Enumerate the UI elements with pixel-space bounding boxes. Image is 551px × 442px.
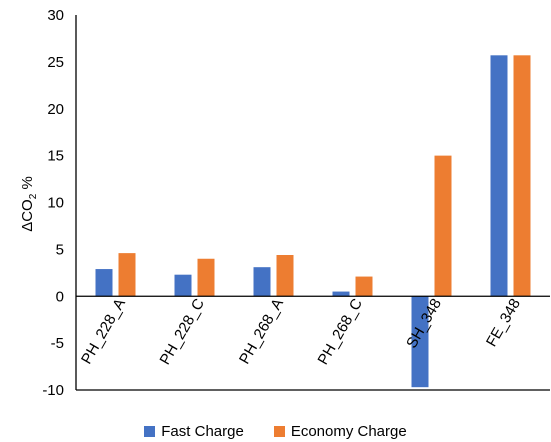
x-category-label: PH_268_A <box>236 296 287 367</box>
x-category-label: FE_348 <box>483 296 524 350</box>
bars <box>95 55 531 388</box>
bar-economy-charge-ph-228-c <box>197 258 215 297</box>
legend: Fast Charge Economy Charge <box>0 420 551 442</box>
legend-swatch-fast-charge <box>144 425 156 437</box>
bar-fast-charge-ph-268-a <box>253 267 271 297</box>
y-tick-label: 5 <box>56 241 64 258</box>
bar-fast-charge-ph-228-c <box>174 274 192 297</box>
bar-economy-charge-fe-348 <box>513 55 531 297</box>
y-axis-label-subscript: 2 <box>28 193 39 199</box>
y-axis-label-suffix: % <box>19 176 36 194</box>
y-axis-label: ΔCO2 % <box>19 176 39 232</box>
y-tick-label: 0 <box>56 288 64 305</box>
y-tick-label: -10 <box>42 382 64 399</box>
y-tick-label: 25 <box>47 54 64 71</box>
y-axis-ticks: -10 -5 0 5 10 15 20 25 30 <box>42 7 64 399</box>
bar-economy-charge-sh-348 <box>434 155 452 297</box>
legend-label-fast-charge: Fast Charge <box>161 422 244 440</box>
x-axis-categories: PH_228_A PH_228_C PH_268_A PH_268_C SH_348 FE… <box>78 296 524 368</box>
y-tick-label: 20 <box>47 101 64 118</box>
x-category-label: PH_228_C <box>157 296 208 368</box>
y-axis-label-prefix: ΔCO <box>19 199 36 232</box>
bar-fast-charge-ph-268-c <box>332 291 350 297</box>
x-category-label: PH_228_A <box>78 296 129 367</box>
y-tick-label: -5 <box>51 335 64 352</box>
y-tick-label: 10 <box>47 195 64 212</box>
bar-economy-charge-ph-268-c <box>355 276 373 297</box>
legend-item-fast-charge: Fast Charge <box>144 423 244 440</box>
x-category-label: PH_268_C <box>315 296 366 368</box>
bar-fast-charge-ph-228-a <box>95 269 113 297</box>
legend-item-economy-charge: Economy Charge <box>273 422 407 440</box>
legend-label-economy-charge: Economy Charge <box>290 422 407 440</box>
bar-fast-charge-sh-348 <box>411 296 429 388</box>
bar-fast-charge-fe-348 <box>490 55 508 297</box>
bar-economy-charge-ph-228-a <box>118 253 136 297</box>
bar-chart: -10 -5 0 5 10 15 20 25 30 PH_228_A PH_228_C PH_268… <box>19 7 550 399</box>
y-tick-label: 15 <box>47 148 64 165</box>
axes <box>75 15 550 391</box>
y-tick-label: 30 <box>47 7 64 24</box>
legend-swatch-economy-charge <box>273 425 285 437</box>
bar-economy-charge-ph-268-a <box>276 255 294 297</box>
